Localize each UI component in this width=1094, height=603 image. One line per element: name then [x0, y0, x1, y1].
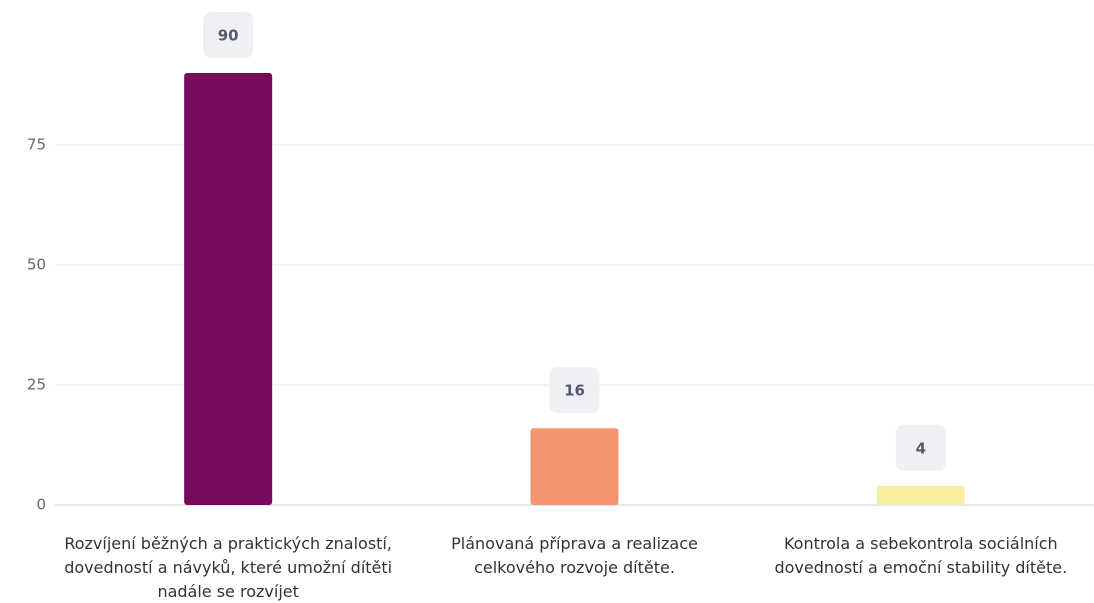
value-label-box — [895, 424, 946, 471]
y-tick-label: 0 — [36, 496, 46, 514]
value-label: 90 — [218, 27, 239, 45]
y-tick-label: 25 — [27, 376, 46, 394]
bar — [876, 485, 965, 505]
y-tick-label: 50 — [27, 256, 46, 274]
y-tick-label: 75 — [27, 136, 46, 154]
value-label-box — [203, 12, 254, 58]
value-label: 16 — [564, 382, 585, 400]
x-tick-label: Rozvíjení běžných a praktických znalostí… — [64, 534, 393, 601]
x-tick-label: Plánovaná příprava a realizace celkového… — [451, 534, 698, 577]
x-tick-label: Kontrola a sebekontrola sociálních doved… — [774, 534, 1068, 577]
value-label-box — [549, 367, 600, 414]
value-label: 4 — [916, 439, 926, 457]
bar — [184, 73, 273, 505]
bar — [530, 428, 619, 505]
